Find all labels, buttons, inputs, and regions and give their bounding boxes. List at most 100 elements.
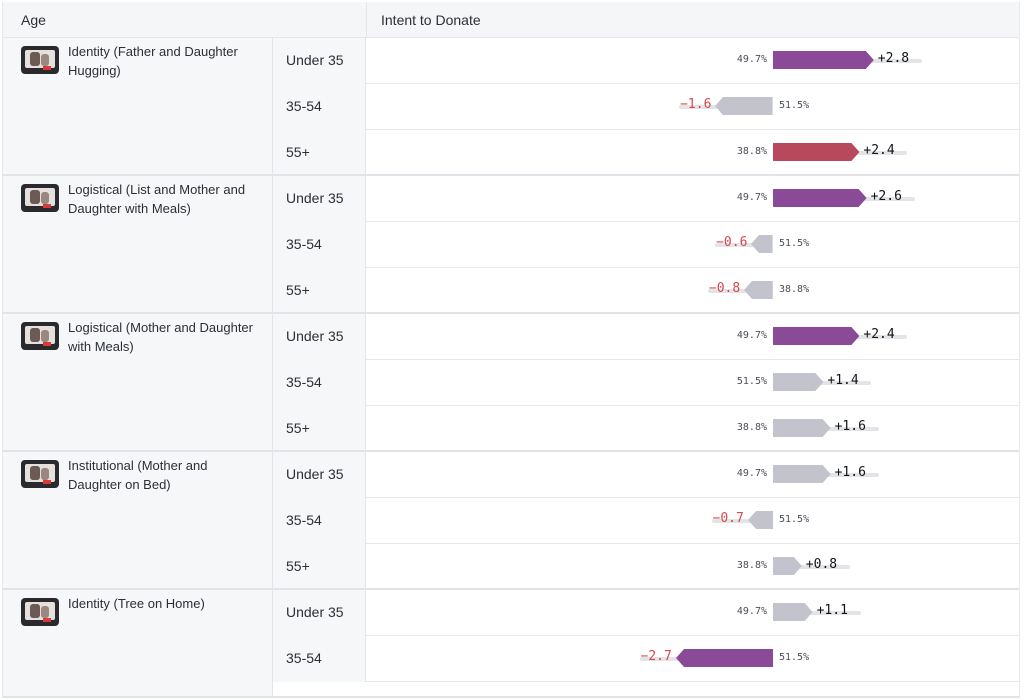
lift-value: +1.1: [816, 603, 848, 618]
thumbnail-shape: [43, 204, 51, 208]
bed-photo-thumbnail[interactable]: [21, 460, 59, 488]
intent-bar-cell[interactable]: 51.5% +1.4: [367, 360, 1019, 406]
intent-bar-cell[interactable]: 38.8% +2.4: [367, 130, 1019, 176]
age-label: 35-54: [286, 512, 322, 528]
confidence-range: [790, 381, 872, 385]
age-cell: 35-54: [273, 360, 366, 406]
baseline-value: 51.5%: [779, 100, 810, 111]
confidence-range: [793, 473, 879, 477]
intent-bar-cell[interactable]: 49.7% +2.6: [367, 176, 1019, 222]
thumbnail-shape: [43, 618, 51, 622]
intent-bar-cell[interactable]: 49.7% +2.8: [367, 38, 1019, 84]
thumbnail-shape: [30, 52, 40, 66]
table-bottom-border: [3, 696, 1019, 698]
baseline-value: 38.8%: [736, 422, 767, 433]
age-cell: 55+: [273, 406, 366, 452]
intent-bar-cell[interactable]: 51.5% −0.7: [367, 498, 1019, 544]
creative-cell[interactable]: Institutional (Mother and Daughter on Be…: [3, 452, 273, 590]
lift-value: +1.6: [834, 465, 866, 480]
thumbnail-shape: [30, 466, 40, 480]
baseline-value: 38.8%: [736, 560, 767, 571]
table-row: 55+ 38.8% −0.8: [273, 268, 1019, 314]
intent-bar-cell[interactable]: 51.5% −2.7: [367, 636, 1019, 682]
meal-photo-thumbnail[interactable]: [21, 322, 59, 350]
creative-group: Institutional (Mother and Daughter on Be…: [3, 452, 1019, 590]
thumbnail-shape: [43, 480, 51, 484]
intent-bar-cell[interactable]: 38.8% +0.8: [367, 544, 1019, 590]
creative-group: Identity (Tree on Home) Under 35 49.7% +1.1…: [3, 590, 1019, 698]
age-label: 35-54: [286, 650, 322, 666]
lift-bar-shape: [773, 373, 824, 391]
lift-value: −2.7: [640, 649, 672, 664]
intent-column-header[interactable]: Intent to Donate: [381, 12, 481, 28]
confidence-range: [793, 427, 879, 431]
header-divider: [366, 2, 367, 38]
intent-bar-cell[interactable]: 49.7% +1.1: [367, 590, 1019, 636]
lift-value: −0.8: [708, 281, 741, 296]
thumbnail-shape: [43, 66, 51, 70]
row-divider: [273, 588, 1019, 590]
table-header: Age Intent to Donate: [3, 2, 1019, 38]
thumbnail-shape: [30, 328, 40, 342]
thumbnail-shape: [41, 468, 49, 480]
table-row: 35-54 51.5% +1.4: [273, 360, 1019, 406]
lift-value: +0.8: [805, 557, 838, 572]
baseline-value: 49.7%: [736, 468, 767, 479]
lift-bar-shape: [773, 557, 802, 575]
intent-bar-cell[interactable]: 38.8% +1.6: [367, 406, 1019, 452]
baseline-value: 51.5%: [779, 238, 810, 249]
intent-bar-cell[interactable]: 51.5% −0.6: [367, 222, 1019, 268]
baseline-value: 49.7%: [736, 330, 767, 341]
creative-cell[interactable]: Logistical (Mother and Daughter with Mea…: [3, 314, 273, 452]
table-row: Under 35 49.7% +1.6: [273, 452, 1019, 498]
intent-bar-cell[interactable]: 38.8% −0.8: [367, 268, 1019, 314]
thumbnail-shape: [41, 606, 49, 618]
thumbnail-shape: [43, 342, 51, 346]
baseline-value: 49.7%: [736, 192, 767, 203]
lift-bar-shape: [773, 189, 867, 207]
lift-value: +1.4: [827, 373, 859, 388]
intent-bar-cell[interactable]: 49.7% +2.4: [367, 314, 1019, 360]
age-cell: Under 35: [273, 314, 366, 360]
lift-bar-shape: [675, 649, 773, 667]
meal-photo-thumbnail[interactable]: [21, 184, 59, 212]
table-row: 35-54 51.5% −2.7: [273, 636, 1019, 682]
confidence-range: [715, 243, 769, 247]
thumbnail-shape: [41, 330, 49, 342]
lift-bar-shape: [773, 603, 813, 621]
creative-cell[interactable]: Identity (Father and Daughter Hugging): [3, 38, 273, 176]
lift-bar: [747, 511, 773, 529]
lift-value: +2.4: [863, 143, 895, 158]
lift-bar-shape: [773, 143, 860, 161]
row-divider: [366, 221, 1019, 222]
lift-bar: [675, 649, 773, 667]
row-divider: [366, 359, 1019, 360]
lift-value: +2.6: [870, 189, 902, 204]
intent-bar-cell[interactable]: 51.5% −1.6: [367, 84, 1019, 130]
age-cell: Under 35: [273, 38, 366, 84]
lift-bar: [773, 557, 802, 575]
age-label: Under 35: [286, 328, 344, 344]
creative-cell[interactable]: Logistical (List and Mother and Daughter…: [3, 176, 273, 314]
age-label: Under 35: [286, 604, 344, 620]
intent-bar-cell[interactable]: 49.7% +1.6: [367, 452, 1019, 498]
lift-bar-shape: [773, 419, 831, 437]
age-cell: 35-54: [273, 498, 366, 544]
age-label: 35-54: [286, 374, 322, 390]
age-cell: 35-54: [273, 222, 366, 268]
thumbnail-shape: [30, 190, 40, 204]
age-cell: 55+: [273, 130, 366, 176]
row-divider: [366, 129, 1019, 130]
row-divider: [366, 681, 1019, 682]
age-label: 55+: [286, 282, 310, 298]
age-column-header[interactable]: Age: [21, 12, 46, 28]
age-label: 55+: [286, 144, 310, 160]
creative-cell[interactable]: Identity (Tree on Home): [3, 590, 273, 698]
row-divider: [366, 267, 1019, 268]
table-row: 55+ 38.8% +1.6: [273, 406, 1019, 452]
confidence-range: [786, 611, 861, 615]
lift-bar: [751, 235, 773, 253]
family-photo-thumbnail[interactable]: [21, 46, 59, 74]
age-label: 35-54: [286, 98, 322, 114]
house-photo-thumbnail[interactable]: [21, 598, 59, 626]
